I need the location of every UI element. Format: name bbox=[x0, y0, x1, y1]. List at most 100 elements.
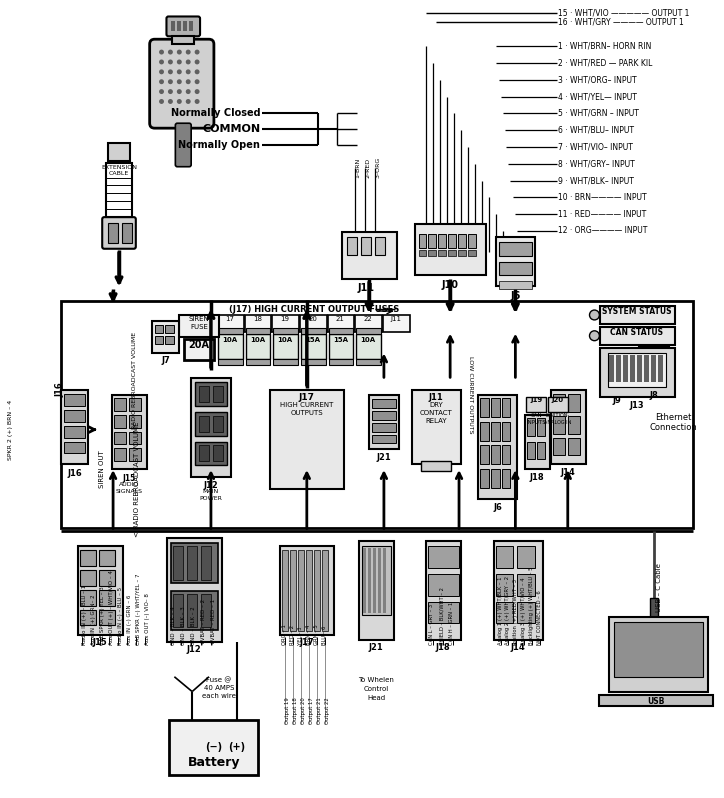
Text: OUTPUTS: OUTPUTS bbox=[290, 410, 323, 416]
Text: CAB SPKR (+) YEL – 3: CAB SPKR (+) YEL – 3 bbox=[100, 587, 105, 645]
Bar bbox=[108, 143, 130, 160]
Circle shape bbox=[159, 69, 164, 74]
Bar bbox=[537, 441, 545, 460]
Bar bbox=[610, 618, 708, 692]
Bar bbox=[188, 547, 197, 580]
Bar bbox=[480, 469, 489, 488]
Text: +VBAT – RED – 2: +VBAT – RED – 2 bbox=[201, 599, 206, 645]
Text: J12: J12 bbox=[203, 481, 219, 490]
Bar bbox=[499, 282, 532, 290]
Bar bbox=[155, 336, 164, 344]
Text: 3–ORG: 3–ORG bbox=[375, 157, 380, 178]
Text: DRY: DRY bbox=[429, 402, 443, 408]
Text: Control: Control bbox=[363, 685, 389, 692]
Text: CAN: CAN bbox=[530, 413, 542, 418]
Bar bbox=[301, 328, 326, 334]
Bar bbox=[329, 359, 353, 365]
Bar bbox=[272, 315, 299, 332]
Text: SYSTEM STATUS: SYSTEM STATUS bbox=[602, 307, 672, 316]
Circle shape bbox=[186, 49, 190, 54]
Bar bbox=[129, 398, 140, 411]
Text: 3 · WHT/ORG– INPUT: 3 · WHT/ORG– INPUT bbox=[558, 75, 636, 85]
Text: Aux OUT (+) – WHT/VIO – 4: Aux OUT (+) – WHT/VIO – 4 bbox=[109, 571, 114, 645]
Circle shape bbox=[168, 49, 173, 54]
Bar bbox=[610, 354, 614, 382]
Circle shape bbox=[297, 427, 313, 443]
Text: INPUTS: INPUTS bbox=[526, 420, 546, 425]
Circle shape bbox=[177, 49, 182, 54]
Bar bbox=[411, 390, 461, 464]
Text: Analog 1 (+) WHT/BLK – 1: Analog 1 (+) WHT/BLK – 1 bbox=[497, 577, 502, 645]
Text: Normally Open: Normally Open bbox=[179, 140, 261, 150]
Bar bbox=[183, 22, 188, 31]
Text: Output 17: Output 17 bbox=[309, 697, 313, 725]
Bar bbox=[518, 547, 535, 568]
Bar bbox=[61, 390, 88, 464]
Bar bbox=[372, 435, 396, 444]
Circle shape bbox=[177, 89, 182, 94]
Bar bbox=[99, 551, 115, 566]
Circle shape bbox=[275, 427, 291, 443]
Circle shape bbox=[177, 99, 182, 104]
Text: Output 20: Output 20 bbox=[301, 697, 306, 725]
Text: COMMON: COMMON bbox=[202, 124, 261, 134]
Text: 18: 18 bbox=[253, 316, 262, 322]
Bar bbox=[499, 262, 532, 275]
Bar bbox=[155, 325, 164, 333]
Text: Backlighting (+) WHT/BLU – 5: Backlighting (+) WHT/BLU – 5 bbox=[529, 567, 534, 645]
Circle shape bbox=[319, 448, 334, 464]
Text: Output 18: Output 18 bbox=[293, 697, 298, 725]
Text: 16 · WHT/GRY ———— OUTPUT 1: 16 · WHT/GRY ———— OUTPUT 1 bbox=[558, 18, 683, 27]
Bar bbox=[298, 551, 304, 631]
Bar bbox=[426, 541, 461, 640]
Circle shape bbox=[186, 99, 190, 104]
Circle shape bbox=[168, 69, 173, 74]
Bar bbox=[518, 574, 535, 595]
Text: GND – BLK – 3: GND – BLK – 3 bbox=[181, 606, 186, 645]
Bar bbox=[359, 541, 394, 640]
Bar bbox=[499, 242, 532, 255]
Bar bbox=[568, 394, 580, 412]
Bar bbox=[199, 416, 209, 432]
Bar bbox=[429, 234, 437, 247]
Text: J11: J11 bbox=[358, 283, 374, 294]
Text: J15: J15 bbox=[122, 474, 135, 483]
Circle shape bbox=[177, 79, 182, 84]
Bar bbox=[191, 378, 231, 477]
Text: CAN H – GRN – 1: CAN H – GRN – 1 bbox=[449, 602, 454, 645]
Text: CAN STATUS: CAN STATUS bbox=[610, 328, 663, 337]
Bar bbox=[64, 394, 85, 406]
Bar bbox=[99, 570, 115, 586]
Bar bbox=[180, 315, 219, 337]
Circle shape bbox=[195, 79, 200, 84]
Text: SIREN OUT: SIREN OUT bbox=[99, 450, 105, 488]
Bar bbox=[306, 551, 312, 631]
Bar bbox=[184, 338, 214, 361]
Bar bbox=[218, 334, 243, 359]
Text: 7 · WHT/VIO– INPUT: 7 · WHT/VIO– INPUT bbox=[558, 143, 633, 152]
Text: NOT CONNECTED – 6: NOT CONNECTED – 6 bbox=[537, 591, 542, 645]
Text: J17: J17 bbox=[300, 638, 314, 647]
Text: J15: J15 bbox=[93, 638, 108, 647]
Bar bbox=[468, 234, 476, 247]
Text: Battery: Battery bbox=[188, 756, 240, 768]
Bar bbox=[448, 234, 456, 247]
Bar bbox=[172, 22, 175, 31]
Bar bbox=[553, 394, 565, 412]
Bar bbox=[548, 397, 568, 412]
Text: RELAY: RELAY bbox=[426, 418, 447, 424]
Bar bbox=[458, 250, 466, 255]
Circle shape bbox=[319, 427, 334, 443]
Text: J21: J21 bbox=[376, 453, 391, 462]
Bar bbox=[201, 547, 211, 580]
Text: IGNITION-: IGNITION- bbox=[546, 413, 570, 418]
Bar bbox=[172, 36, 194, 44]
Bar bbox=[80, 570, 96, 586]
Bar bbox=[651, 354, 656, 382]
Bar bbox=[527, 441, 535, 460]
Bar bbox=[342, 232, 397, 279]
Bar bbox=[502, 421, 510, 440]
Circle shape bbox=[195, 60, 200, 65]
Text: 10A: 10A bbox=[222, 337, 237, 342]
Bar bbox=[537, 418, 545, 436]
